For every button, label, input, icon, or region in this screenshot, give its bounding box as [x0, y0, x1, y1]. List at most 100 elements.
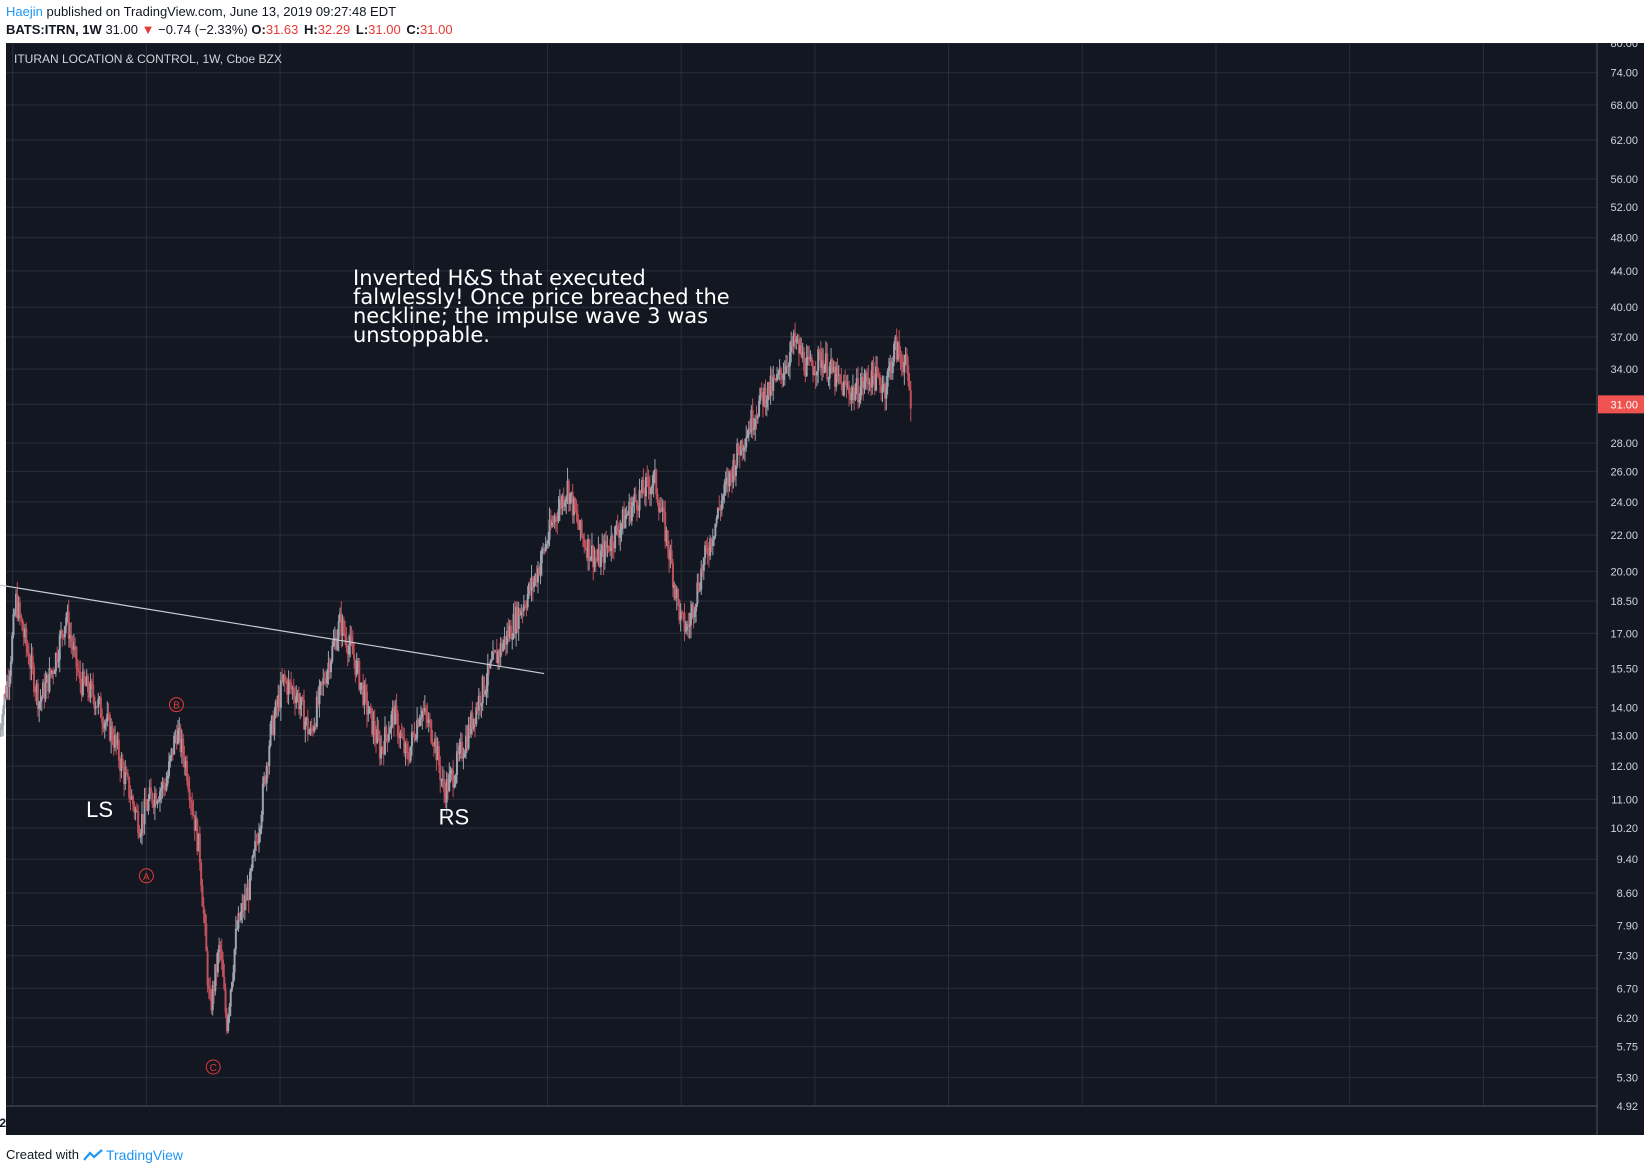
candle-body [234, 928, 237, 950]
candle-body [151, 793, 154, 804]
price-tick-label: 6.20 [1617, 1013, 1638, 1025]
candle-body [749, 428, 752, 433]
low-value: 31.00 [368, 22, 401, 37]
candle-body [13, 612, 16, 615]
symbol-label: BATS:ITRN, 1W [6, 22, 102, 37]
candle-body [413, 733, 416, 740]
candle-body [12, 614, 15, 636]
candle-body [662, 507, 665, 513]
candle-body [880, 384, 883, 393]
candle-body [902, 366, 905, 373]
candle-body [193, 815, 196, 831]
time-axis[interactable]: 2006 2008 2010 2012 2014 2016 2018 2020 2022 2024… [0, 1105, 1597, 1130]
candle-body [223, 976, 226, 990]
candle-body [425, 707, 428, 716]
neckline[interactable] [0, 584, 545, 675]
candle-body [858, 399, 861, 403]
candle-body [833, 367, 836, 387]
candle-body [346, 647, 349, 655]
candle-body [490, 659, 493, 662]
author-link[interactable]: Haejin [6, 4, 43, 19]
candle-body [209, 988, 212, 998]
candle-body [457, 751, 460, 754]
candle-body [878, 375, 881, 385]
candle-body [576, 514, 579, 525]
candle-body [410, 732, 413, 747]
candle-body [506, 630, 509, 645]
candle-body [125, 772, 128, 774]
candle-body [152, 803, 155, 808]
candle-body [341, 619, 344, 636]
candle-body [800, 345, 803, 358]
candle-body [553, 516, 556, 523]
candle-body [696, 582, 699, 604]
candle-body [695, 603, 698, 612]
candle-body [367, 713, 370, 715]
candle-body [691, 604, 694, 613]
candle-body [322, 678, 325, 684]
candle-body [30, 655, 33, 669]
open-value: 31.63 [265, 22, 299, 37]
candle-body [138, 833, 141, 838]
candle-body [884, 383, 887, 399]
candle-body [26, 645, 29, 653]
candle-body [337, 621, 340, 639]
candle-body [111, 725, 114, 741]
candle-body [598, 549, 601, 567]
candle-body [18, 602, 21, 616]
candle-body [394, 705, 397, 725]
candle-body [713, 536, 716, 540]
candle-body [98, 697, 101, 699]
candle-body [142, 814, 145, 825]
candle-body [871, 362, 874, 388]
candle-body [655, 469, 658, 494]
candle-body [445, 778, 448, 803]
candle-body [682, 612, 685, 614]
candle-body [38, 702, 41, 709]
candle-body [65, 617, 68, 627]
candle-body [832, 367, 835, 373]
candle-body [342, 619, 345, 633]
candle-body [468, 724, 471, 735]
candle-body [891, 361, 894, 374]
candle-body [779, 368, 782, 374]
candle-body [475, 707, 478, 725]
candle-body [293, 696, 296, 704]
price-chart[interactable]: ITURAN LOCATION & CONTROL, 1W, Cboe BZX … [0, 43, 1650, 1143]
price-axis[interactable]: 80.00 74.00 68.00 62.00 56.00 52.00 48.00 44.00… [1596, 43, 1644, 1135]
candle-body [242, 903, 245, 911]
candle-body [454, 775, 457, 784]
candle-body [44, 682, 47, 700]
candle-body [137, 811, 140, 834]
candle-body [84, 680, 87, 687]
candle-body [278, 695, 281, 708]
candle-body [22, 630, 25, 638]
candle-body [896, 342, 899, 360]
candle-body [195, 819, 198, 831]
candle-body [96, 706, 99, 708]
candle-body [670, 550, 673, 564]
chart-background [6, 43, 1644, 1135]
publish-date: published on TradingView.com, June 13, 2… [46, 4, 397, 19]
candle-body [634, 494, 637, 501]
candle-body [204, 913, 207, 924]
time-tick-label: 2018 [802, 1116, 829, 1130]
candle-body [839, 374, 842, 382]
candle-body [814, 372, 817, 376]
candle-body [578, 524, 581, 530]
candle-body [130, 796, 133, 800]
candle-body [570, 492, 573, 494]
shoulder-label-ls: LS [86, 797, 113, 822]
candle-body [196, 819, 199, 852]
candle-body [855, 378, 858, 392]
candle-body [538, 568, 541, 575]
candle-body [365, 691, 368, 715]
candle-body [182, 738, 185, 757]
candle-body [686, 624, 689, 630]
tradingview-link[interactable]: TradingView [105, 1147, 184, 1163]
analysis-note[interactable]: Inverted H&S that executed falwlessly! On… [353, 266, 730, 347]
candle-body [173, 735, 176, 755]
candle-body [368, 706, 371, 714]
candle-body [624, 515, 627, 529]
candle-body [211, 985, 214, 1011]
